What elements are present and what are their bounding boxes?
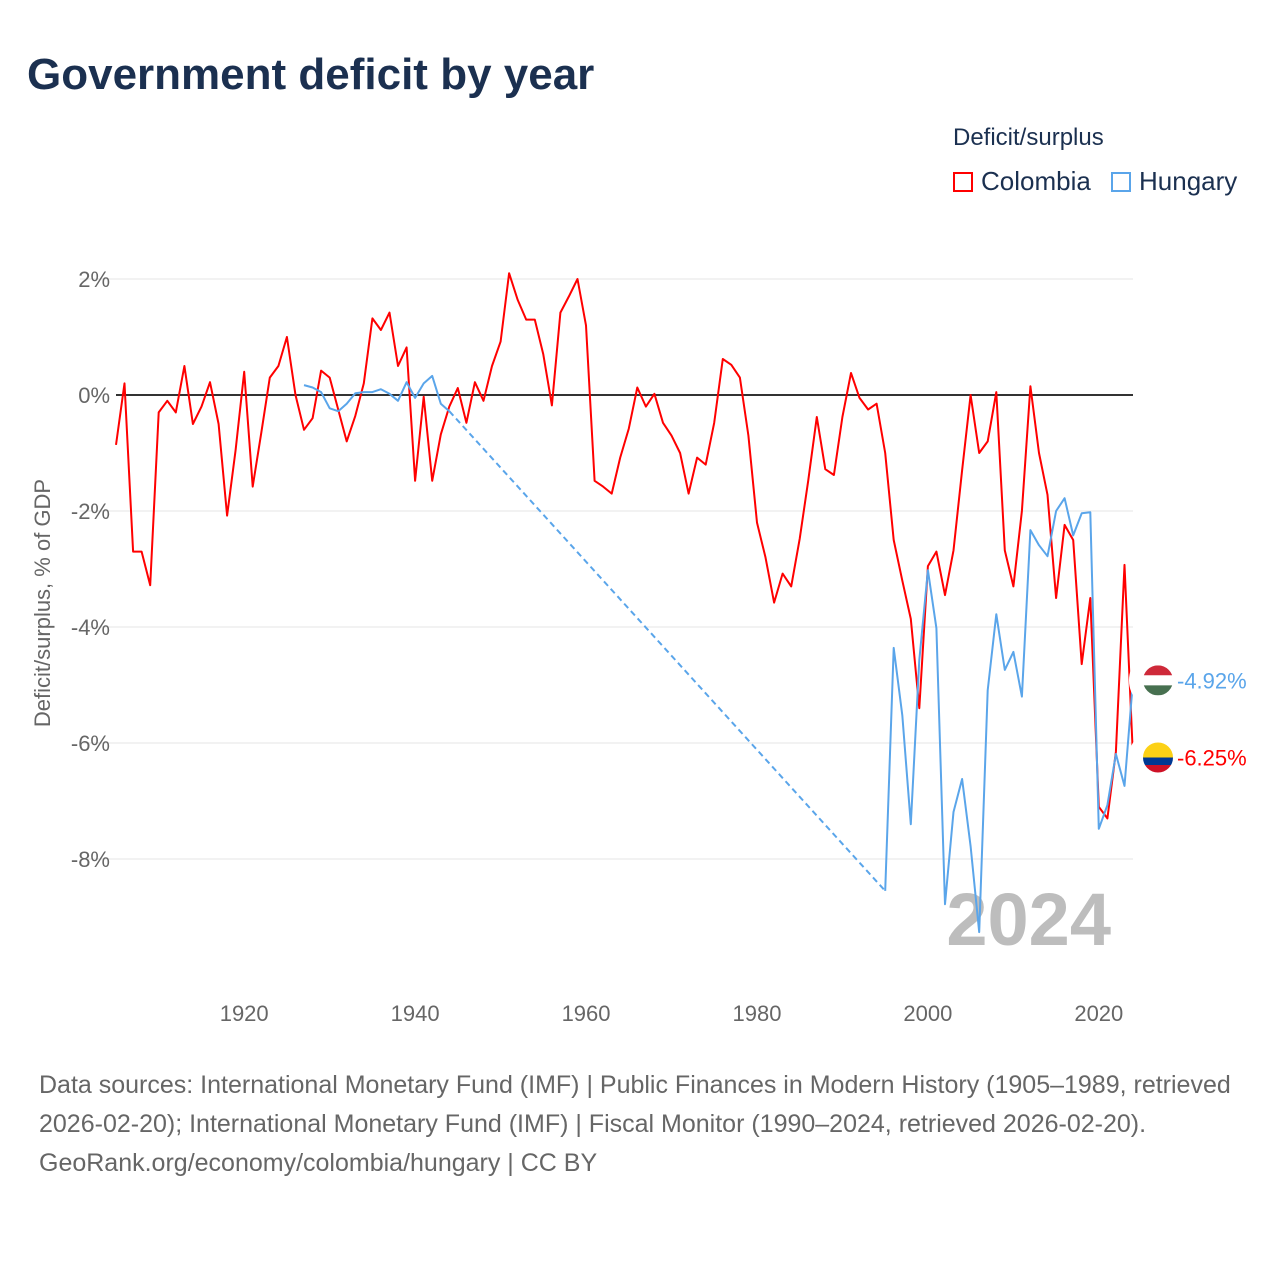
y-tick-label: -2% (71, 499, 110, 524)
end-value-label-hungary: -4.92% (1177, 668, 1247, 693)
y-axis-label: Deficit/surplus, % of GDP (30, 479, 55, 727)
legend-item-hungary[interactable]: Hungary (1111, 166, 1237, 197)
flag-colombia-icon (1143, 765, 1173, 773)
flag-hungary-icon (1143, 675, 1173, 686)
series-line-colombia (115, 272, 1134, 820)
x-tick-label: 1940 (391, 1001, 440, 1026)
legend-item-colombia[interactable]: Colombia (953, 166, 1091, 197)
credit-link[interactable]: GeoRank.org/economy/colombia/hungary | C… (39, 1149, 598, 1177)
flag-hungary-icon (1143, 665, 1173, 676)
flag-hungary-icon (1143, 685, 1173, 696)
y-tick-label: 2% (78, 267, 110, 292)
series-line-hungary (303, 374, 450, 413)
x-tick-label: 1980 (732, 1001, 781, 1026)
y-tick-label: -8% (71, 847, 110, 872)
flag-mask (1129, 651, 1187, 710)
legend-swatch-colombia (953, 171, 973, 192)
series-line-hungary-gap (448, 410, 886, 892)
y-tick-label: 0% (78, 383, 110, 408)
x-tick-label: 2000 (903, 1001, 952, 1026)
legend-title: Deficit/surplus (953, 124, 1104, 151)
data-sources: Data sources: International Monetary Fun… (39, 1071, 1231, 1138)
flag-mask (1129, 728, 1187, 787)
legend-swatch-hungary (1111, 171, 1131, 192)
x-tick-label: 2020 (1074, 1001, 1123, 1026)
x-tick-label: 1960 (562, 1001, 611, 1026)
year-label: 2024 (946, 878, 1111, 961)
end-value-label-colombia: -6.25% (1177, 746, 1247, 771)
series-line-hungary (884, 497, 1134, 934)
legend-label: Hungary (1139, 166, 1238, 196)
y-tick-label: -4% (71, 615, 110, 640)
x-tick-label: 1920 (220, 1001, 269, 1026)
legend-label: Colombia (981, 166, 1091, 196)
flag-colombia-icon (1143, 757, 1173, 765)
footer: Data sources: International Monetary Fun… (39, 1066, 1239, 1183)
flag-colombia-icon (1143, 742, 1173, 758)
y-tick-label: -6% (71, 731, 110, 756)
chart-title: Government deficit by year (27, 50, 595, 99)
